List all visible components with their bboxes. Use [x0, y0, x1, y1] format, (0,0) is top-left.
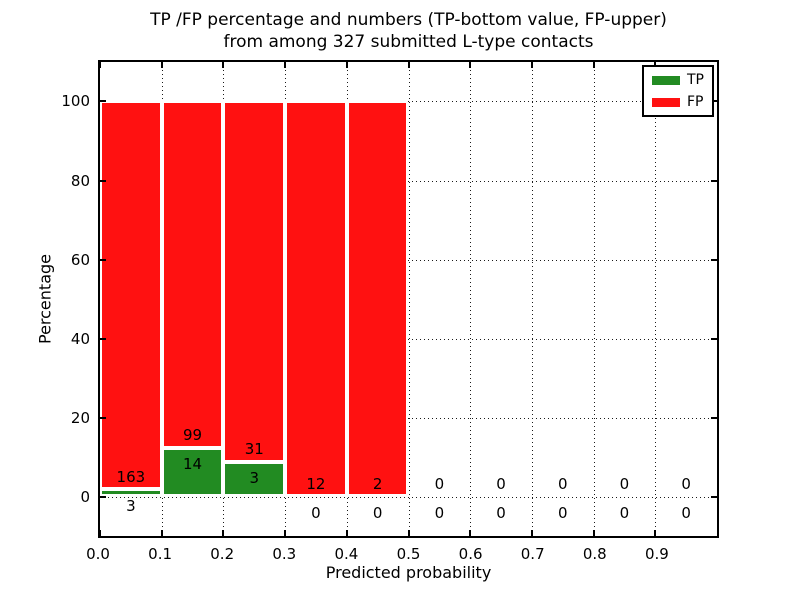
y-tick-label: 60: [70, 250, 90, 269]
tp-color-swatch: [652, 75, 680, 85]
y-tick-mark: [100, 179, 106, 182]
tp-count-label: 0: [619, 503, 630, 522]
tp-bar: [100, 489, 162, 497]
x-tick-mark: [222, 530, 225, 536]
y-tick-mark: [100, 258, 106, 261]
x-tick-mark-top: [160, 62, 163, 68]
x-tick-mark: [654, 530, 657, 536]
x-tick-label: 0.5: [396, 545, 421, 563]
x-tick-mark: [469, 530, 472, 536]
y-tick-mark-right: [711, 416, 717, 419]
fp-count-label: 2: [372, 475, 383, 494]
tp-bar: [223, 461, 286, 497]
v-gridline: [593, 62, 595, 536]
x-tick-label: 0.4: [334, 545, 359, 563]
tp-count-label: 3: [126, 496, 136, 515]
v-gridline: [408, 62, 410, 536]
legend-label-tp: TP: [687, 72, 704, 88]
y-tick-mark-right: [711, 179, 717, 182]
y-tick-mark: [100, 495, 106, 498]
plot-area: 163 3 99 14 31 3 12 0 2 0 0 0 0 0 0 0 0 0 0 0 TP FP: [98, 60, 719, 538]
y-tick-label: 100: [61, 92, 90, 111]
x-tick-label: 0.6: [458, 545, 483, 563]
x-tick-label: 0.3: [272, 545, 297, 563]
x-tick-mark: [592, 530, 595, 536]
legend-entry-fp: FP: [652, 95, 704, 109]
y-tick-mark-right: [711, 258, 717, 261]
tp-count-label: 0: [434, 503, 445, 522]
tp-count-label: 14: [183, 454, 203, 473]
y-tick-mark: [100, 416, 106, 419]
legend-entry-tp: TP: [652, 73, 704, 87]
fp-count-label: 0: [496, 475, 506, 494]
x-tick-mark-top: [284, 62, 287, 68]
x-tick-mark-top: [222, 62, 225, 68]
fp-count-label: 0: [681, 475, 691, 494]
y-tick-mark-right: [711, 100, 717, 103]
fp-count-label: 0: [557, 475, 568, 494]
x-tick-mark: [407, 530, 410, 536]
fp-bar: [346, 101, 409, 497]
x-tick-mark-top: [592, 62, 595, 68]
fp-count-label: 163: [116, 468, 146, 487]
tp-count-label: 0: [557, 503, 568, 522]
tp-count-label: 0: [496, 503, 506, 522]
x-tick-mark-top: [469, 62, 472, 68]
x-tick-labels: 0.0 0.1 0.2 0.3 0.4 0.5 0.6 0.7 0.8 0.9: [86, 545, 719, 565]
x-tick-mark: [99, 530, 101, 536]
v-gridline: [531, 62, 533, 536]
y-tick-label: 40: [70, 329, 90, 348]
x-tick-label: 0.1: [148, 545, 173, 563]
x-tick-label: 0.7: [520, 545, 545, 563]
fp-bar: [285, 101, 347, 497]
tp-bar: [161, 447, 224, 497]
fp-bar: [161, 101, 224, 448]
x-tick-mark: [284, 530, 287, 536]
fp-color-swatch: [652, 97, 680, 107]
x-tick-mark: [160, 530, 163, 536]
tp-count-label: 3: [249, 468, 260, 487]
y-tick-mark: [100, 100, 106, 103]
fp-count-label: 12: [306, 475, 326, 494]
y-tick-mark-right: [711, 495, 717, 498]
fp-bar: [100, 101, 162, 490]
fp-count-label: 0: [434, 475, 445, 494]
x-tick-mark-top: [530, 62, 533, 68]
x-tick-mark: [530, 530, 533, 536]
y-tick-mark: [100, 337, 106, 340]
chart-title-line2: from among 327 submitted L-type contacts: [223, 32, 594, 52]
x-tick-mark-top: [345, 62, 348, 68]
chart-title: TP /FP percentage and numbers (TP-bottom…: [98, 9, 719, 53]
fp-count-label: 0: [619, 475, 630, 494]
x-axis-label: Predicted probability: [325, 563, 492, 582]
tp-count-label: 0: [311, 503, 321, 522]
y-tick-labels: 0 20 40 60 80 100: [0, 62, 90, 536]
x-tick-label: 0.2: [210, 545, 235, 563]
fp-count-label: 99: [183, 426, 203, 445]
x-tick-mark-top: [407, 62, 410, 68]
y-tick-label: 0: [80, 487, 90, 506]
fp-bar: [223, 101, 286, 462]
x-tick-mark-top: [99, 62, 101, 68]
legend-label-fp: FP: [687, 94, 704, 110]
y-tick-label: 20: [70, 408, 90, 427]
tp-count-label: 0: [372, 503, 383, 522]
x-tick-label: 0.9: [644, 545, 669, 563]
chart-title-line1: TP /FP percentage and numbers (TP-bottom…: [150, 10, 667, 30]
tp-count-label: 0: [681, 503, 691, 522]
x-tick-label: 0.0: [86, 545, 110, 563]
v-gridline: [470, 62, 472, 536]
x-tick-label: 0.8: [582, 545, 607, 563]
y-tick-mark-right: [711, 337, 717, 340]
v-gridline: [655, 62, 657, 536]
fp-count-label: 31: [244, 440, 264, 459]
x-tick-mark: [345, 530, 348, 536]
y-tick-label: 80: [70, 171, 90, 190]
legend: TP FP: [642, 65, 714, 117]
